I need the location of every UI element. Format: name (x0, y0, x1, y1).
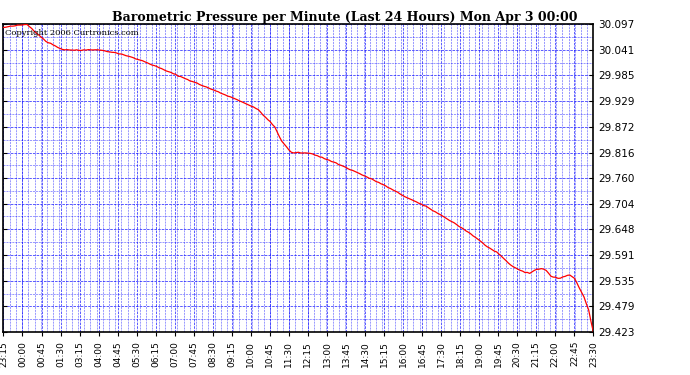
Text: Copyright 2006 Curtronics.com: Copyright 2006 Curtronics.com (5, 29, 138, 37)
Text: Barometric Pressure per Minute (Last 24 Hours) Mon Apr 3 00:00: Barometric Pressure per Minute (Last 24 … (112, 11, 578, 24)
